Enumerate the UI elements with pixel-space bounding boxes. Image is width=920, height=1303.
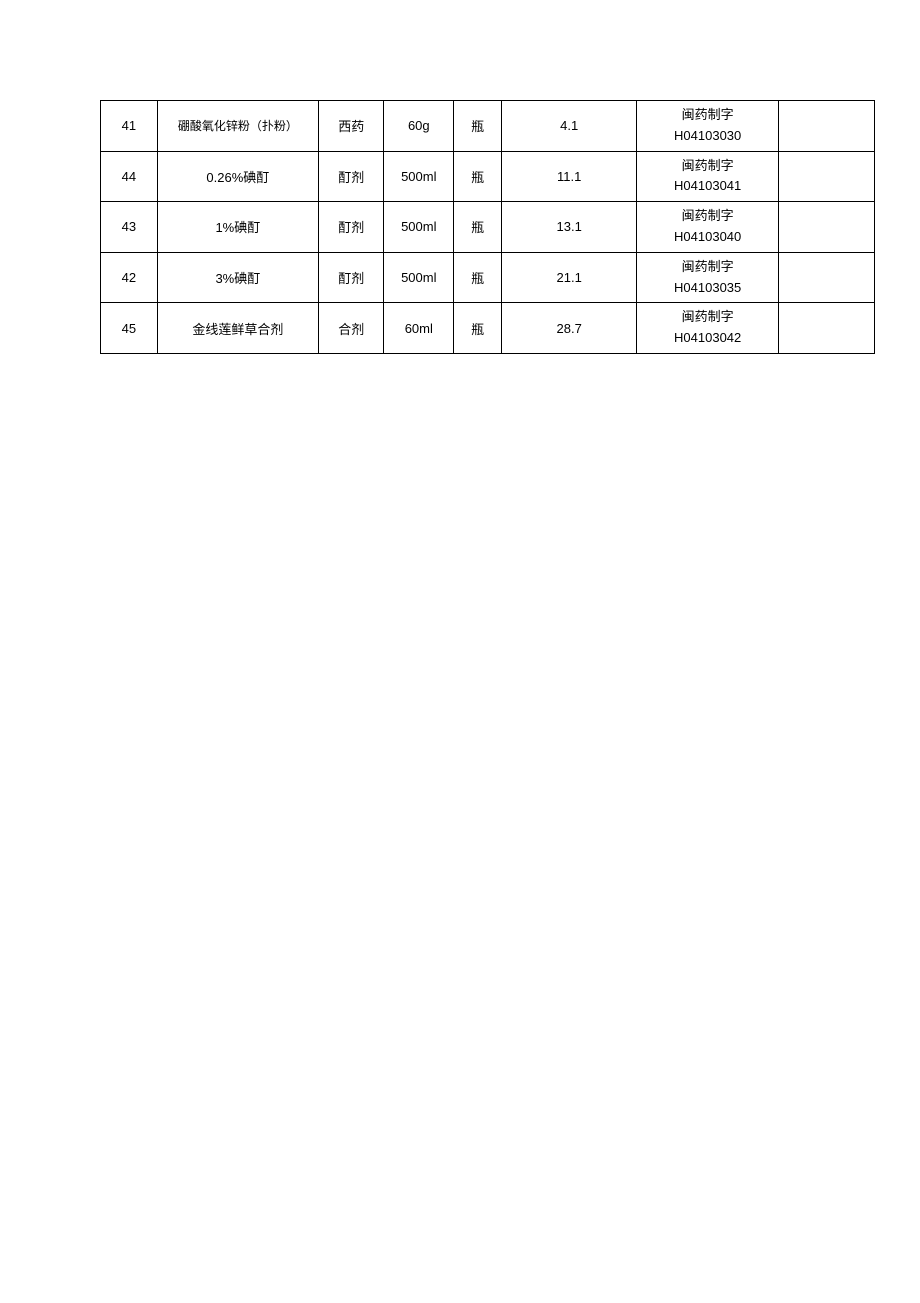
cell-extra <box>779 101 875 152</box>
cell-type: 酊剂 <box>319 202 384 253</box>
cell-name: 1%碘酊 <box>157 202 318 253</box>
cell-price: 11.1 <box>502 151 637 202</box>
cell-id: 44 <box>101 151 158 202</box>
cell-extra <box>779 151 875 202</box>
cell-code: 闽药制字 H04103042 <box>637 303 779 354</box>
cell-code: 闽药制字 H04103030 <box>637 101 779 152</box>
cell-id: 45 <box>101 303 158 354</box>
cell-unit: 瓶 <box>454 202 502 253</box>
cell-id: 43 <box>101 202 158 253</box>
code-line1: 闽药制字 <box>639 257 776 278</box>
code-line2: H04103030 <box>639 126 776 147</box>
code-line2: H04103040 <box>639 227 776 248</box>
cell-price: 13.1 <box>502 202 637 253</box>
cell-name: 硼酸氧化锌粉（扑粉） <box>157 101 318 152</box>
medicine-table: 41 硼酸氧化锌粉（扑粉） 西药 60g 瓶 4.1 闽药制字 H0410303… <box>100 100 875 354</box>
cell-extra <box>779 202 875 253</box>
cell-spec: 500ml <box>384 252 454 303</box>
table-row: 44 0.26%碘酊 酊剂 500ml 瓶 11.1 闽药制字 H0410304… <box>101 151 875 202</box>
table-row: 45 金线莲鲜草合剂 合剂 60ml 瓶 28.7 闽药制字 H04103042 <box>101 303 875 354</box>
cell-unit: 瓶 <box>454 252 502 303</box>
cell-code: 闽药制字 H04103040 <box>637 202 779 253</box>
cell-type: 合剂 <box>319 303 384 354</box>
cell-price: 4.1 <box>502 101 637 152</box>
cell-name: 3%碘酊 <box>157 252 318 303</box>
cell-price: 21.1 <box>502 252 637 303</box>
cell-type: 酊剂 <box>319 151 384 202</box>
cell-extra <box>779 303 875 354</box>
cell-type: 西药 <box>319 101 384 152</box>
cell-unit: 瓶 <box>454 151 502 202</box>
table-row: 42 3%碘酊 酊剂 500ml 瓶 21.1 闽药制字 H04103035 <box>101 252 875 303</box>
cell-extra <box>779 252 875 303</box>
cell-unit: 瓶 <box>454 303 502 354</box>
code-line1: 闽药制字 <box>639 105 776 126</box>
cell-spec: 60ml <box>384 303 454 354</box>
code-line2: H04103041 <box>639 176 776 197</box>
code-line1: 闽药制字 <box>639 307 776 328</box>
cell-spec: 60g <box>384 101 454 152</box>
code-line2: H04103035 <box>639 278 776 299</box>
cell-name: 金线莲鲜草合剂 <box>157 303 318 354</box>
cell-type: 酊剂 <box>319 252 384 303</box>
cell-code: 闽药制字 H04103041 <box>637 151 779 202</box>
code-line2: H04103042 <box>639 328 776 349</box>
cell-spec: 500ml <box>384 151 454 202</box>
cell-price: 28.7 <box>502 303 637 354</box>
table-row: 43 1%碘酊 酊剂 500ml 瓶 13.1 闽药制字 H04103040 <box>101 202 875 253</box>
code-line1: 闽药制字 <box>639 206 776 227</box>
table-row: 41 硼酸氧化锌粉（扑粉） 西药 60g 瓶 4.1 闽药制字 H0410303… <box>101 101 875 152</box>
code-line1: 闽药制字 <box>639 156 776 177</box>
cell-name: 0.26%碘酊 <box>157 151 318 202</box>
cell-code: 闽药制字 H04103035 <box>637 252 779 303</box>
cell-spec: 500ml <box>384 202 454 253</box>
cell-id: 41 <box>101 101 158 152</box>
cell-id: 42 <box>101 252 158 303</box>
cell-unit: 瓶 <box>454 101 502 152</box>
